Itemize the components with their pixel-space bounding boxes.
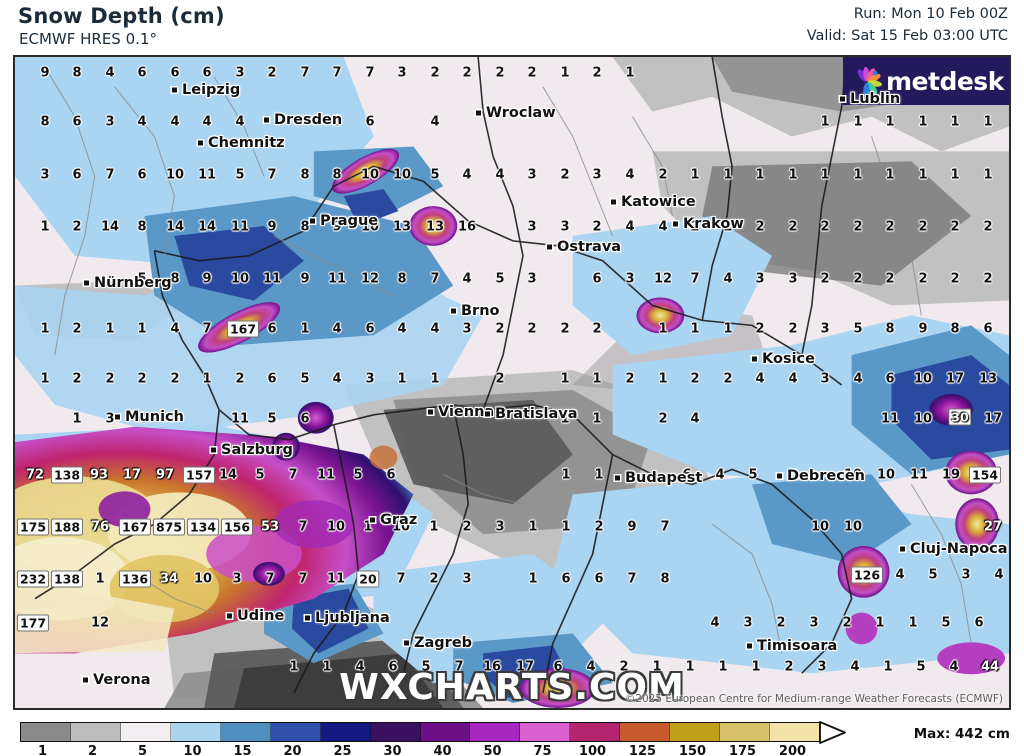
colorbar-segment [370, 723, 421, 741]
colorbar-segment [770, 723, 819, 741]
colorbar-tick-label: 20 [283, 744, 302, 756]
colorbar-segment [420, 723, 471, 741]
colorbar-segment [570, 723, 621, 741]
colorbar-tick-label: 75 [533, 744, 552, 756]
colorbar-area: 1 2 5 10 15 20 25 30 40 50 75 100 125 150 175 200 Max: … [0, 712, 1024, 756]
header: Snow Depth (cm) ECMWF HRES 0.1° Run: Mon… [0, 0, 1024, 55]
colorbar-tick-label: 40 [433, 744, 452, 756]
colorbar-segment [170, 723, 221, 741]
colorbar-tick-label: 30 [383, 744, 402, 756]
colorbar-tick-label: 25 [333, 744, 352, 756]
colorbar-tick-label: 2 [87, 744, 98, 756]
colorbar-tick-label: 175 [728, 744, 757, 756]
colorbar-segment [470, 723, 521, 741]
model-subtitle: ECMWF HRES 0.1° [19, 30, 157, 48]
metdesk-flower-icon [851, 65, 883, 98]
colorbar-arrow-icon [819, 721, 847, 748]
colorbar-tick-label: 150 [678, 744, 707, 756]
colorbar-tick-label: 200 [778, 744, 807, 756]
colorbar-segment [670, 723, 721, 741]
colorbar-tick-label: 1 [37, 744, 48, 756]
metdesk-logo: metdesk [843, 57, 1009, 105]
colorbar-segment [520, 723, 571, 741]
colorbar-segment [21, 723, 71, 741]
colorbar-segment [220, 723, 271, 741]
colorbar-tick-label: 10 [183, 744, 202, 756]
valid-timestamp: Valid: Sat 15 Feb 03:00 UTC [806, 28, 1008, 44]
colorbar-tick-label: 15 [233, 744, 252, 756]
metdesk-wordmark: metdesk [886, 66, 1004, 96]
max-value-label: Max: 442 cm [913, 726, 1010, 742]
colorbar-segment [320, 723, 371, 741]
colorbar-segment [620, 723, 671, 741]
colorbar-tick-label: 100 [578, 744, 607, 756]
page-title: Snow Depth (cm) [18, 4, 225, 28]
colorbar-segment [120, 723, 171, 741]
colorbar-segment [720, 723, 771, 741]
colorbar-tick-label: 50 [483, 744, 502, 756]
colorbar-segment [270, 723, 321, 741]
colorbar-tick-label: 5 [137, 744, 148, 756]
colorbar-scale[interactable] [20, 722, 820, 742]
run-timestamp: Run: Mon 10 Feb 00Z [853, 6, 1008, 22]
colorbar-segment [70, 723, 121, 741]
colorbar-tick-label: 125 [628, 744, 657, 756]
snow-depth-raster [15, 57, 1009, 708]
